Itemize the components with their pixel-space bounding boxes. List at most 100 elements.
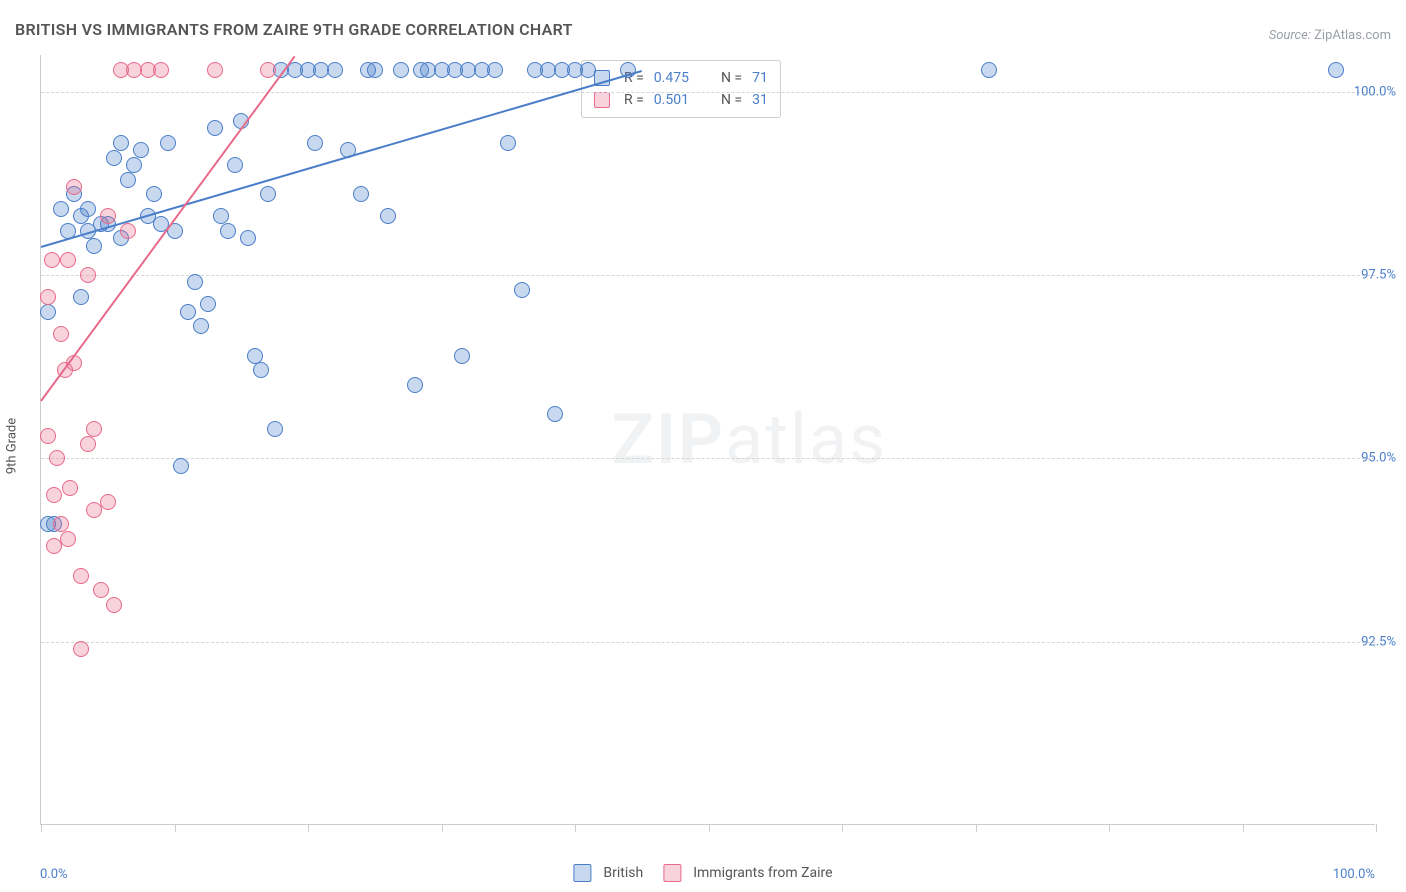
data-point-british (580, 62, 596, 78)
watermark-bold: ZIP (612, 399, 725, 481)
legend: British Immigrants from Zaire (573, 864, 832, 882)
n-label: N = (721, 92, 742, 108)
chart-title: BRITISH VS IMMIGRANTS FROM ZAIRE 9TH GRA… (15, 20, 573, 39)
data-point-british (393, 62, 409, 78)
data-point-zaire (93, 582, 109, 598)
data-point-british (126, 157, 142, 173)
data-point-zaire (40, 289, 56, 305)
data-point-british (514, 282, 530, 298)
y-tick-label: 92.5% (1361, 634, 1396, 649)
data-point-british (454, 348, 470, 364)
data-point-british (1328, 62, 1344, 78)
data-point-zaire (207, 62, 223, 78)
data-point-zaire (60, 531, 76, 547)
data-point-zaire (44, 252, 60, 268)
data-point-zaire (46, 487, 62, 503)
data-point-british (120, 172, 136, 188)
data-point-british (981, 62, 997, 78)
data-point-british (187, 274, 203, 290)
legend-swatch-zaire (663, 864, 681, 882)
data-point-zaire (100, 208, 116, 224)
data-point-british (353, 186, 369, 202)
plot-area: ZIPatlas R = 0.475N = 71R = 0.501N = 31 (40, 55, 1375, 825)
data-point-british (73, 289, 89, 305)
data-point-zaire (40, 428, 56, 444)
gridline-h (41, 458, 1375, 459)
r-label: R = (624, 92, 644, 108)
data-point-zaire (53, 326, 69, 342)
gridline-h (41, 642, 1375, 643)
data-point-british (487, 62, 503, 78)
x-tick (175, 824, 176, 832)
legend-item-british: British (573, 864, 643, 882)
r-value-zaire: 0.501 (654, 92, 689, 108)
data-point-zaire (73, 641, 89, 657)
data-point-british (113, 135, 129, 151)
data-point-british (260, 186, 276, 202)
data-point-british (307, 135, 323, 151)
data-point-british (106, 150, 122, 166)
data-point-zaire (120, 223, 136, 239)
data-point-british (240, 230, 256, 246)
source-value: ZipAtlas.com (1314, 28, 1391, 43)
data-point-british (367, 62, 383, 78)
data-point-zaire (49, 450, 65, 466)
data-point-british (193, 318, 209, 334)
data-point-british (133, 142, 149, 158)
data-point-zaire (106, 597, 122, 613)
watermark: ZIPatlas (612, 399, 888, 481)
gridline-h (41, 275, 1375, 276)
data-point-zaire (80, 436, 96, 452)
x-tick-label: 100.0% (1333, 867, 1375, 882)
data-point-zaire (62, 480, 78, 496)
x-tick (308, 824, 309, 832)
y-tick-label: 97.5% (1361, 268, 1396, 283)
data-point-zaire (80, 267, 96, 283)
data-point-british (173, 458, 189, 474)
x-tick (1243, 824, 1244, 832)
data-point-british (160, 135, 176, 151)
data-point-british (213, 208, 229, 224)
x-tick (709, 824, 710, 832)
n-label: N = (721, 70, 742, 86)
legend-label-british: British (603, 865, 643, 881)
data-point-british (380, 208, 396, 224)
data-point-zaire (153, 62, 169, 78)
x-tick (41, 824, 42, 832)
n-value-zaire: 31 (752, 92, 768, 108)
legend-item-zaire: Immigrants from Zaire (663, 864, 832, 882)
x-tick (442, 824, 443, 832)
data-point-zaire (53, 516, 69, 532)
data-point-british (207, 120, 223, 136)
x-tick (842, 824, 843, 832)
x-tick (575, 824, 576, 832)
data-point-zaire (86, 421, 102, 437)
n-value-british: 71 (752, 70, 768, 86)
data-point-british (53, 201, 69, 217)
data-point-british (500, 135, 516, 151)
y-tick-label: 95.0% (1361, 451, 1396, 466)
data-point-british (247, 348, 263, 364)
data-point-zaire (73, 568, 89, 584)
data-point-british (220, 223, 236, 239)
swatch-zaire (594, 92, 610, 108)
x-tick (976, 824, 977, 832)
x-tick (1109, 824, 1110, 832)
data-point-british (86, 238, 102, 254)
data-point-zaire (260, 62, 276, 78)
watermark-rest: atlas (725, 399, 887, 481)
r-value-british: 0.475 (654, 70, 689, 86)
data-point-british (40, 304, 56, 320)
data-point-zaire (100, 494, 116, 510)
data-point-british (146, 186, 162, 202)
data-point-british (267, 421, 283, 437)
legend-label-zaire: Immigrants from Zaire (693, 865, 832, 881)
data-point-british (227, 157, 243, 173)
data-point-british (547, 406, 563, 422)
data-point-british (327, 62, 343, 78)
y-axis-title: 9th Grade (5, 418, 20, 474)
source-label: Source: (1269, 28, 1311, 43)
data-point-british (407, 377, 423, 393)
x-tick (1376, 824, 1377, 832)
data-point-british (180, 304, 196, 320)
